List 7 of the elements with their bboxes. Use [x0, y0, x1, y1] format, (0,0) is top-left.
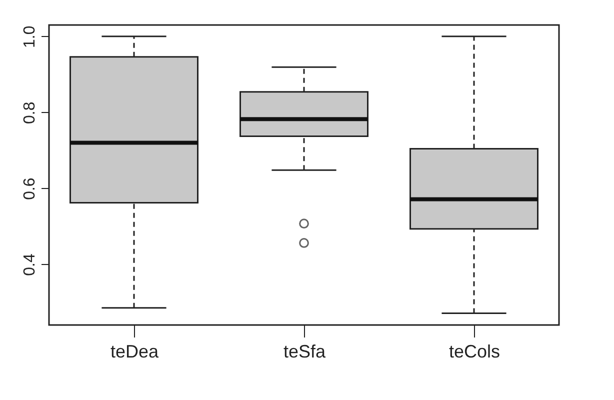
y-tick-label: 0.6 [22, 178, 38, 200]
x-tick-label: teSfa [283, 342, 327, 362]
x-tick-label: teDea [110, 342, 160, 362]
y-tick-label: 0.8 [22, 102, 38, 124]
x-tick-label: teCols [448, 342, 500, 362]
y-tick-label: 1.0 [22, 26, 38, 48]
y-tick-label: 0.4 [22, 254, 38, 276]
